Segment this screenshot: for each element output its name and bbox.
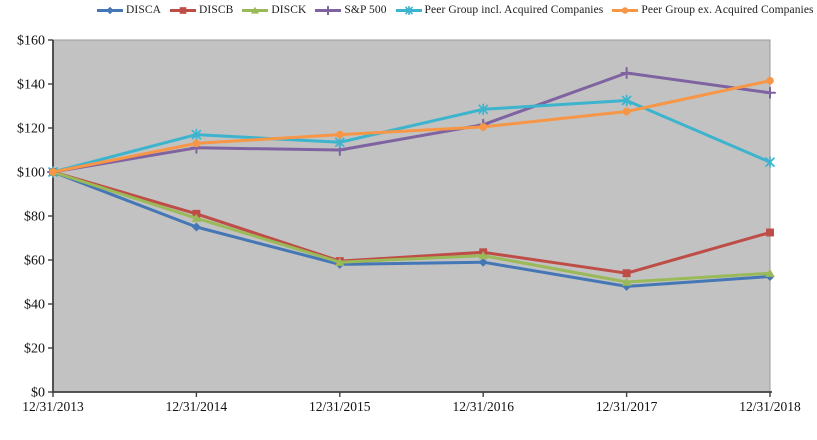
y-axis-tick-label: $20 [24, 342, 45, 357]
legend-marker-icon [612, 6, 639, 14]
legend-marker-icon [315, 5, 342, 15]
legend-marker-icon [395, 5, 422, 15]
legend-label: Peer Group incl. Acquired Companies [424, 4, 604, 16]
legend-item: Peer Group incl. Acquired Companies [395, 4, 604, 16]
x-axis-tick-label: 12/31/2013 [22, 399, 84, 414]
chart-legend: DISCA DISCB DISCK S&P 500 Peer Group incl. A… [97, 1, 817, 19]
legend-marker-icon [242, 6, 269, 14]
x-axis-tick-label: 12/31/2015 [309, 399, 371, 414]
x-axis-tick-label: 12/31/2017 [596, 399, 658, 414]
series-peer-group-ex-acquired-companies [49, 76, 774, 176]
legend-item: DISCK [242, 4, 306, 16]
y-axis-tick-label: $140 [17, 78, 45, 93]
y-axis-tick-label: $40 [24, 298, 45, 313]
x-axis-tick-label: 12/31/2016 [452, 399, 514, 414]
series-peer-group-incl-acquired-companies [48, 94, 775, 178]
legend-label: DISCB [199, 4, 234, 16]
x-axis-tick-label: 12/31/2018 [739, 399, 801, 414]
legend-label: Peer Group ex. Acquired Companies [641, 4, 814, 16]
y-axis-tick-label: $80 [24, 210, 45, 225]
legend-label: S&P 500 [344, 4, 387, 16]
y-axis-tick-label: $120 [17, 122, 45, 137]
legend-label: DISCA [126, 4, 162, 16]
legend-item: S&P 500 [315, 4, 386, 16]
x-axis-tick-label: 12/31/2014 [166, 399, 228, 414]
y-axis-tick-label: $60 [24, 254, 45, 269]
legend-item: DISCB [170, 4, 233, 16]
y-axis-tick-label: $0 [31, 386, 45, 401]
series-disck [48, 167, 775, 286]
legend-item: DISCA [97, 4, 161, 16]
legend-marker-icon [97, 6, 123, 14]
y-axis-tick-label: $160 [17, 34, 45, 49]
y-axis-tick-label: $100 [17, 166, 45, 181]
legend-item: Peer Group ex. Acquired Companies [612, 4, 814, 16]
legend-label: DISCK [271, 4, 307, 16]
legend-marker-icon [170, 6, 197, 14]
